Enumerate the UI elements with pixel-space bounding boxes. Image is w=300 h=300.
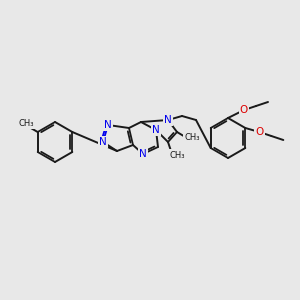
Text: N: N bbox=[99, 137, 107, 147]
Text: O: O bbox=[240, 105, 248, 115]
Text: N: N bbox=[139, 149, 147, 159]
Text: CH₃: CH₃ bbox=[184, 134, 200, 142]
Text: CH₃: CH₃ bbox=[19, 118, 34, 127]
Text: N: N bbox=[152, 125, 160, 135]
Text: N: N bbox=[164, 115, 172, 125]
Text: O: O bbox=[255, 127, 263, 137]
Text: CH₃: CH₃ bbox=[169, 151, 185, 160]
Text: N: N bbox=[104, 120, 112, 130]
